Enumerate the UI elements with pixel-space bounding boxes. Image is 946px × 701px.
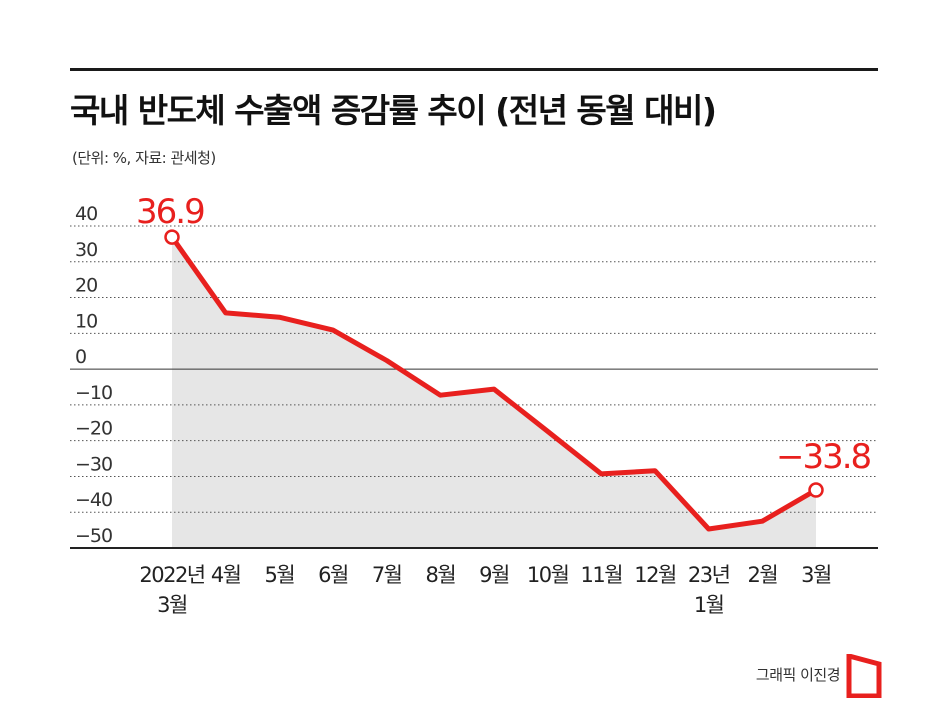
data-point-marker [808,482,824,498]
x-tick-label: 1월 [694,593,724,617]
y-tick-label: 40 [75,203,97,225]
x-tick-label: 5월 [264,563,294,587]
x-tick-label: 4월 [211,563,241,587]
y-tick-label: −40 [75,489,112,511]
x-tick-label: 10월 [527,563,569,587]
x-tick-label: 3월 [801,563,831,587]
y-tick-label: 30 [75,239,97,261]
y-tick-label: −30 [75,453,112,475]
data-label: −33.8 [776,437,871,477]
data-point-marker [164,229,180,245]
data-label: 36.9 [136,192,204,232]
x-tick-label: 9월 [479,563,509,587]
top-rule [70,68,878,71]
y-tick-label: 20 [75,275,97,297]
x-tick-label: 11월 [581,563,623,587]
y-tick-label: 0 [75,346,86,368]
y-tick-label: −50 [75,525,112,547]
x-tick-label: 23년 [688,563,730,587]
x-tick-label: 7월 [372,563,402,587]
x-tick-label: 6월 [318,563,348,587]
x-tick-label: 3월 [157,593,187,617]
y-tick-label: −20 [75,418,112,440]
chart-subtitle: (단위: %, 자료: 관세청) [72,149,216,167]
y-tick-label: −10 [75,382,112,404]
x-tick-label: 2월 [747,563,777,587]
x-tick-label: 2022년 [139,563,204,587]
x-tick-label: 8월 [425,563,455,587]
chart-title: 국내 반도체 수출액 증감률 추이 (전년 동월 대비) [70,91,717,130]
x-tick-label: 12월 [634,563,676,587]
series-line [169,234,819,532]
area-fill [172,237,816,548]
y-tick-label: 10 [75,310,97,332]
